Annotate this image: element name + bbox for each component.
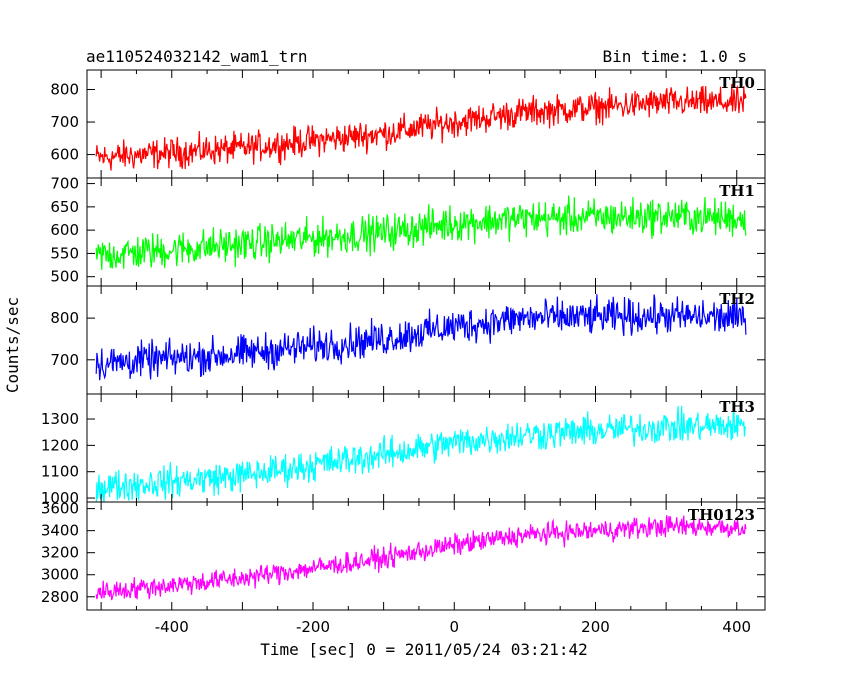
panel-frame-th2 xyxy=(86,285,766,395)
panel-label-th0: TH0 xyxy=(719,74,755,92)
x-tick-label: 0 xyxy=(449,618,459,636)
x-tick-label: -400 xyxy=(155,618,189,636)
y-tick-label: 500 xyxy=(50,268,79,286)
y-tick-label: 650 xyxy=(50,198,79,216)
panel-label-th3: TH3 xyxy=(719,398,755,416)
y-tick-label: 800 xyxy=(50,81,79,99)
y-tick-label: 3600 xyxy=(41,500,79,518)
y-tick-label: 700 xyxy=(50,113,79,131)
y-tick-label: 1000 xyxy=(41,489,79,507)
y-tick-label: 2800 xyxy=(41,588,79,606)
x-tick-label: 200 xyxy=(581,618,610,636)
series-line-th0123 xyxy=(95,515,747,601)
chart-title-left: ae110524032142_wam1_trn xyxy=(86,47,308,66)
panel-frame-th1 xyxy=(86,177,766,287)
y-tick-label: 3200 xyxy=(41,544,79,562)
y-tick-label: 700 xyxy=(50,175,79,193)
y-axis-label: Counts/sec xyxy=(3,297,22,393)
y-tick-label: 1300 xyxy=(41,410,79,428)
panels-group: 600 700 800 TH0 500 550 600 650 700 TH1 700 800 TH2 1… xyxy=(41,69,766,636)
x-axis-label: Time [sec] 0 = 2011/05/24 03:21:42 xyxy=(260,640,588,659)
series-line-th1 xyxy=(95,195,747,270)
y-tick-label: 1100 xyxy=(41,463,79,481)
chart-title-right: Bin time: 1.0 s xyxy=(603,47,748,66)
y-tick-label: 550 xyxy=(50,244,79,262)
y-tick-label: 600 xyxy=(50,146,79,164)
y-tick-label: 600 xyxy=(50,221,79,239)
series-line-th0 xyxy=(95,83,747,171)
x-tick-label: 400 xyxy=(722,618,751,636)
panel-label-th1: TH1 xyxy=(719,182,755,200)
y-tick-label: 1200 xyxy=(41,436,79,454)
y-tick-label: 3000 xyxy=(41,566,79,584)
series-line-th2 xyxy=(95,294,747,381)
y-tick-label: 800 xyxy=(50,309,79,327)
x-tick-label: -200 xyxy=(296,618,330,636)
panel-frame-th0123 xyxy=(86,501,766,611)
y-tick-label: 3400 xyxy=(41,522,79,540)
y-tick-label: 700 xyxy=(50,351,79,369)
series-line-th3 xyxy=(95,405,747,502)
panel-label-th0123: TH0123 xyxy=(688,506,755,524)
panel-label-th2: TH2 xyxy=(719,290,755,308)
